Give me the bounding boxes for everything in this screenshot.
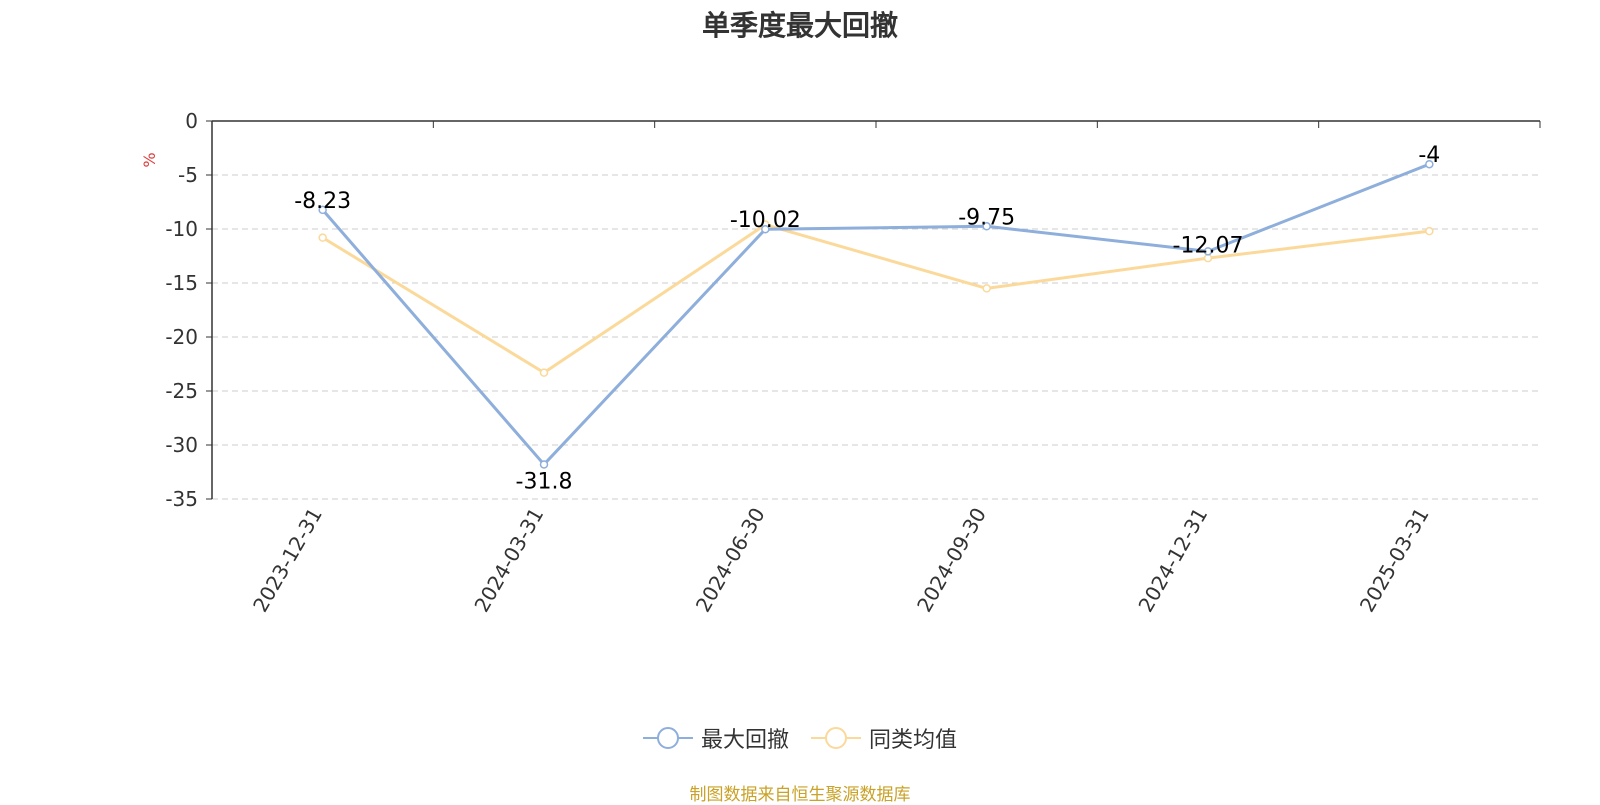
chart-title: 单季度最大回撤	[701, 9, 898, 42]
series-lines	[318, 159, 1434, 469]
legend-label: 同类均值	[869, 728, 958, 753]
x-tick-label: 2024-03-31	[469, 504, 548, 617]
legend-item-peer-average[interactable]: 同类均值	[811, 722, 957, 754]
x-tick-label: 2024-12-31	[1133, 504, 1212, 617]
y-tick-label: -5	[178, 163, 198, 187]
y-tick-label: -10	[165, 217, 198, 241]
y-tick-label: 0	[185, 109, 198, 133]
legend-label: 最大回撤	[700, 728, 789, 753]
series-line	[321, 223, 1430, 375]
data-label: -4	[1418, 143, 1440, 168]
data-point	[982, 284, 991, 293]
data-label: -31.8	[516, 469, 573, 494]
y-tick-label: -20	[165, 325, 198, 349]
legend: 最大回撤 同类均值	[0, 722, 1600, 754]
grid-lines	[212, 174, 1540, 500]
legend-marker-icon	[642, 727, 693, 749]
data-source-note: 制图数据来自恒生聚源数据库	[689, 785, 911, 805]
x-tick-label: 2024-09-30	[912, 504, 991, 617]
y-tick-label: -30	[165, 433, 198, 457]
legend-marker-icon	[811, 727, 861, 749]
y-axis-label: %	[140, 152, 159, 167]
data-label: -8.23	[294, 189, 351, 214]
data-point	[1203, 247, 1213, 256]
data-point	[982, 222, 991, 231]
axes: 0 -5 -10 -15 -20 -25 -30 -35 2023-12-31 2024-03-3…	[165, 109, 1541, 617]
data-point	[1425, 226, 1434, 236]
data-point	[539, 368, 549, 377]
data-point	[318, 233, 327, 242]
y-tick-label: -15	[165, 271, 198, 295]
data-label: -9.75	[958, 205, 1015, 230]
data-point	[761, 224, 770, 234]
y-tick-label: -35	[165, 487, 198, 511]
x-tick-label: 2024-06-30	[691, 504, 770, 617]
x-tick-label: 2023-12-31	[248, 504, 327, 617]
data-point	[539, 460, 549, 469]
x-tick-label: 2025-03-31	[1355, 504, 1434, 617]
series-line	[321, 162, 1430, 466]
y-tick-label: -25	[165, 379, 198, 403]
data-point	[318, 205, 327, 215]
data-label: -12.07	[1173, 233, 1244, 258]
data-labels: -8.23 -31.8 -10.02 -9.75 -12.07 -4	[294, 143, 1440, 494]
legend-item-max-drawdown[interactable]: 最大回撤	[642, 722, 789, 754]
data-label: -10.02	[730, 208, 801, 233]
data-point	[1425, 159, 1434, 169]
